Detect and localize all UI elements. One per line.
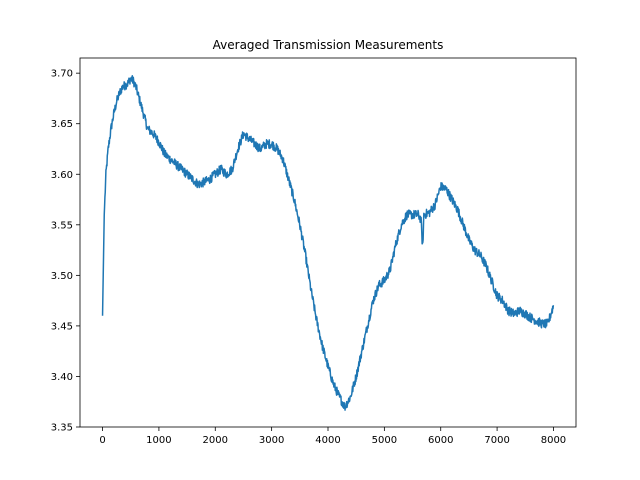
y-tick-label: 3.60 <box>51 170 73 181</box>
x-tick-label: 0 <box>99 435 105 446</box>
x-tick-label: 5000 <box>372 435 397 446</box>
x-tick-label: 2000 <box>203 435 228 446</box>
y-axis: 3.35 3.40 3.45 3.50 3.55 3.60 3.65 3.70 <box>51 69 80 434</box>
y-tick-label: 3.55 <box>51 220 73 231</box>
series-layer <box>101 75 555 411</box>
x-tick-label: 6000 <box>428 435 453 446</box>
y-tick-label: 3.35 <box>51 423 73 434</box>
x-tick-label: 7000 <box>484 435 509 446</box>
y-tick-label: 3.65 <box>51 119 73 130</box>
x-axis: 0 1000 2000 3000 4000 5000 6000 7000 8000 <box>99 427 566 446</box>
x-tick-label: 8000 <box>541 435 566 446</box>
y-tick-label: 3.50 <box>51 271 73 282</box>
chart-title: Averaged Transmission Measurements <box>213 38 444 52</box>
y-tick-label: 3.70 <box>51 69 73 80</box>
y-tick-label: 3.45 <box>51 321 73 332</box>
series-line <box>101 75 555 411</box>
y-tick-label: 3.40 <box>51 372 73 383</box>
x-tick-label: 3000 <box>259 435 284 446</box>
x-tick-label: 1000 <box>146 435 171 446</box>
x-tick-label: 4000 <box>315 435 340 446</box>
